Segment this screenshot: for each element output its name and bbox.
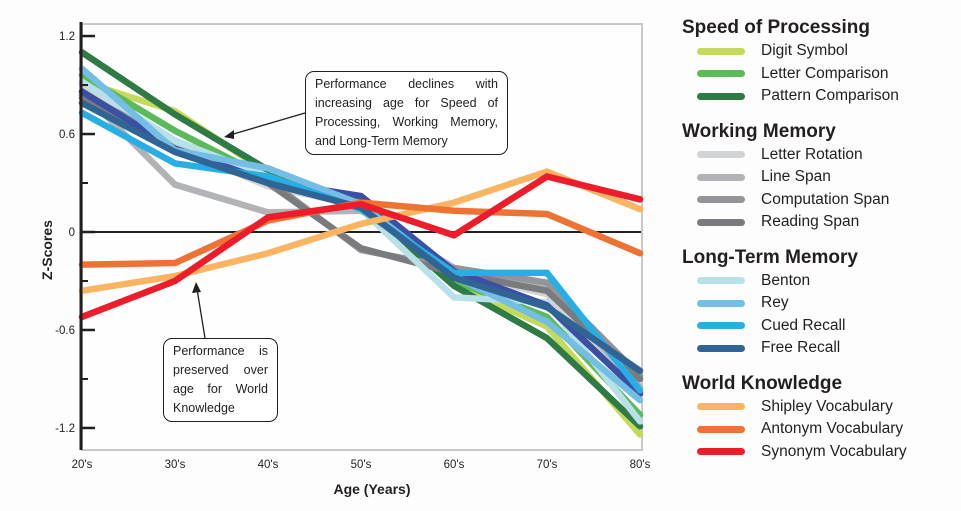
legend-item: Shipley Vocabulary xyxy=(682,396,957,419)
legend-item: Digit Symbol xyxy=(682,40,957,63)
legend-swatch xyxy=(697,299,745,307)
legend-item: Letter Rotation xyxy=(682,144,957,167)
legend-swatch xyxy=(697,47,745,55)
legend-swatch xyxy=(697,173,745,181)
annotation-decline: Performance declines with increasing age… xyxy=(305,71,508,155)
legend-label: Shipley Vocabulary xyxy=(761,397,893,415)
legend-item: Rey xyxy=(682,292,957,315)
y-tick-label: 0.6 xyxy=(59,129,75,141)
legend-item: Computation Span xyxy=(682,189,957,212)
legend-label: Line Span xyxy=(761,168,831,186)
legend-item: Synonym Vocabulary xyxy=(682,441,957,464)
x-tick-label: 80's xyxy=(630,459,651,471)
legend-group-title: World Knowledge xyxy=(682,372,843,394)
legend-label: Cued Recall xyxy=(761,316,846,334)
legend-label: Reading Span xyxy=(761,213,860,231)
callout-arrow-2 xyxy=(192,282,206,339)
legend-item: Cued Recall xyxy=(682,315,957,338)
legend-label: Pattern Comparison xyxy=(761,87,899,105)
y-tick-label: 0 xyxy=(69,227,75,239)
legend-label: Antonym Vocabulary xyxy=(761,420,904,438)
y-tick-label: -0.6 xyxy=(55,325,75,337)
legend-swatch xyxy=(697,448,745,456)
legend-label: Benton xyxy=(761,271,811,289)
x-tick-label: 70's xyxy=(537,459,558,471)
legend-item: Pattern Comparison xyxy=(682,85,957,108)
x-axis-label: Age (Years) xyxy=(333,481,410,497)
annotation-preserved: Performance is preserved over age for Wo… xyxy=(163,338,278,422)
x-tick-label: 40's xyxy=(258,459,279,471)
legend-group: Speed of Processing Digit Symbol Letter Co… xyxy=(682,16,957,108)
y-tick-label: -1.2 xyxy=(55,423,75,435)
legend: Speed of Processing Digit Symbol Letter Co… xyxy=(682,16,957,475)
legend-label: Letter Comparison xyxy=(761,64,889,82)
legend-swatch xyxy=(697,344,745,352)
callout-arrow-1 xyxy=(224,112,306,139)
legend-swatch xyxy=(697,425,745,433)
legend-item: Free Recall xyxy=(682,337,957,360)
legend-label: Synonym Vocabulary xyxy=(761,442,907,460)
legend-label: Computation Span xyxy=(761,190,890,208)
legend-swatch xyxy=(697,218,745,226)
legend-group: Working Memory Letter Rotation Line Span Co… xyxy=(682,120,957,234)
x-tick-label: 50's xyxy=(351,459,372,471)
legend-swatch xyxy=(697,196,745,204)
legend-label: Digit Symbol xyxy=(761,42,848,60)
legend-label: Rey xyxy=(761,294,789,312)
legend-group-title: Working Memory xyxy=(682,120,836,142)
legend-swatch xyxy=(697,277,745,285)
legend-swatch xyxy=(697,403,745,411)
legend-item: Line Span xyxy=(682,166,957,189)
legend-group-title: Long-Term Memory xyxy=(682,246,858,268)
legend-item: Reading Span xyxy=(682,211,957,234)
series-line-synonym-vocabulary xyxy=(78,172,644,321)
legend-label: Free Recall xyxy=(761,339,841,357)
legend-group-title: Speed of Processing xyxy=(682,17,870,38)
x-tick-label: 30's xyxy=(165,459,186,471)
y-axis-label: Z-Scores xyxy=(39,220,55,280)
legend-swatch xyxy=(697,92,745,100)
legend-group: Long-Term Memory Benton Rey Cued Recall Free… xyxy=(682,246,957,360)
legend-swatch xyxy=(697,151,745,159)
y-tick-label: 1.2 xyxy=(59,31,75,43)
legend-label: Letter Rotation xyxy=(761,145,863,163)
legend-item: Benton xyxy=(682,270,957,293)
x-tick-label: 60's xyxy=(444,459,465,471)
legend-swatch xyxy=(697,70,745,78)
x-tick-label: 20's xyxy=(72,459,93,471)
legend-item: Antonym Vocabulary xyxy=(682,418,957,441)
series-line-shipley-vocabulary xyxy=(78,168,644,295)
legend-item: Letter Comparison xyxy=(682,63,957,86)
legend-swatch xyxy=(697,322,745,330)
legend-group: World Knowledge Shipley Vocabulary Antonym… xyxy=(682,372,957,464)
